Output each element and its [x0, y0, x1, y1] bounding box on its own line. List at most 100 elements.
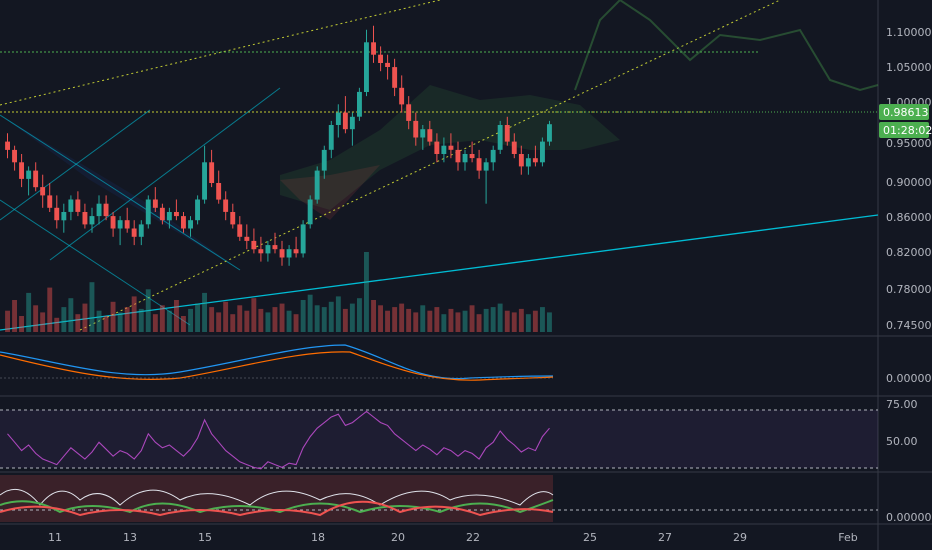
candle-body [54, 207, 60, 221]
volume-bar [26, 292, 32, 332]
candle-body [131, 228, 137, 237]
countdown-badge [879, 122, 929, 138]
price-tick: 0.86000 [886, 211, 932, 224]
candle-body [188, 220, 193, 229]
oscillator-pane [0, 475, 878, 522]
candle-body [511, 141, 517, 154]
candle-body [293, 249, 299, 254]
dotted-trend-line [79, 0, 781, 331]
candle-body [497, 125, 503, 150]
candle-body [12, 149, 17, 163]
candle-body [61, 212, 67, 221]
candle-body [230, 212, 236, 225]
volume-bar [138, 308, 144, 332]
candle-body [152, 199, 158, 208]
candle-body [413, 120, 419, 138]
candle-body [476, 158, 482, 171]
candle-body [378, 54, 383, 63]
volume-bar [195, 303, 200, 332]
macd-line [0, 344, 554, 380]
volume-bar [82, 303, 88, 332]
volume-bar [5, 310, 10, 332]
volume-bar [476, 314, 482, 332]
volume-bar [188, 308, 193, 332]
candle-body [181, 216, 186, 229]
volume-bar [357, 298, 362, 332]
channel-line [0, 109, 151, 221]
volume-bar [96, 310, 102, 332]
volume-bar [307, 294, 313, 332]
candle-body [462, 154, 468, 163]
candle-body [490, 149, 496, 163]
volume-bar [145, 289, 151, 332]
price-tick: 1.10000 [886, 26, 932, 39]
price-tick: 0.74500 [886, 319, 932, 332]
candle-body [251, 240, 257, 250]
volume-bar [518, 308, 524, 332]
volume-bar [314, 305, 320, 332]
rsi-band [0, 410, 878, 468]
candle-body [434, 141, 440, 154]
candle-body [244, 236, 250, 241]
time-axis[interactable]: 11 13 15 18 20 22 25 27 29 Feb [48, 531, 858, 544]
volume-bar [131, 296, 137, 332]
candle-body [371, 42, 376, 55]
time-tick: 15 [198, 531, 212, 544]
volume-bar [124, 307, 130, 332]
osc-green-line [0, 499, 554, 514]
price-axis[interactable]: 1.10000 1.05000 1.00000 0.90000 0.86000 … [879, 26, 932, 524]
trend-line [0, 214, 879, 331]
volume-bar [152, 314, 158, 332]
rsi-tick: 75.00 [886, 398, 918, 411]
time-tick: 27 [658, 531, 672, 544]
ichimoku-cloud-bear [280, 165, 380, 220]
candle-body [209, 162, 215, 183]
candle-body [518, 154, 524, 167]
volume-bar [272, 307, 278, 332]
candle-body [525, 158, 531, 167]
candle-body [138, 224, 144, 237]
candle-body [483, 162, 489, 171]
volume-bar [511, 312, 517, 332]
volume-bar [279, 303, 285, 332]
candle-body [195, 199, 200, 221]
candle-body [385, 62, 390, 67]
time-tick: 11 [48, 531, 62, 544]
time-tick: 22 [466, 531, 480, 544]
candle-body [441, 145, 447, 154]
candle-body [166, 212, 172, 221]
volume-bar [378, 305, 383, 332]
volume-bar [371, 300, 376, 332]
macd-tick: 0.00000 [886, 372, 932, 385]
volume-bar [532, 310, 538, 332]
channel-line [0, 199, 191, 326]
volume-bar [406, 308, 412, 332]
candle-body [33, 170, 39, 188]
time-tick: Feb [838, 531, 857, 544]
volume-bar [61, 307, 67, 332]
volume-bar [159, 305, 165, 332]
time-tick: 18 [311, 531, 325, 544]
volume-bar [434, 307, 440, 332]
candle-body [448, 145, 454, 150]
candle-body [258, 249, 264, 254]
volume-bar [166, 310, 172, 332]
volume-bar [19, 316, 24, 332]
osc-white-line [0, 488, 554, 506]
volume-bar [40, 312, 46, 332]
chart-drawings [0, 0, 879, 331]
volume-bar [448, 308, 454, 332]
volume-bar [420, 305, 426, 332]
last-price-badge [879, 104, 929, 120]
channel-line [0, 114, 241, 271]
volume-bar [237, 305, 243, 332]
volume-bar [328, 301, 334, 332]
volume-bar [364, 252, 369, 332]
candle-body [117, 220, 123, 229]
volume-bar [286, 310, 292, 332]
projection-path [574, 0, 879, 92]
osc-background [0, 475, 553, 522]
volume-bar [244, 310, 250, 332]
